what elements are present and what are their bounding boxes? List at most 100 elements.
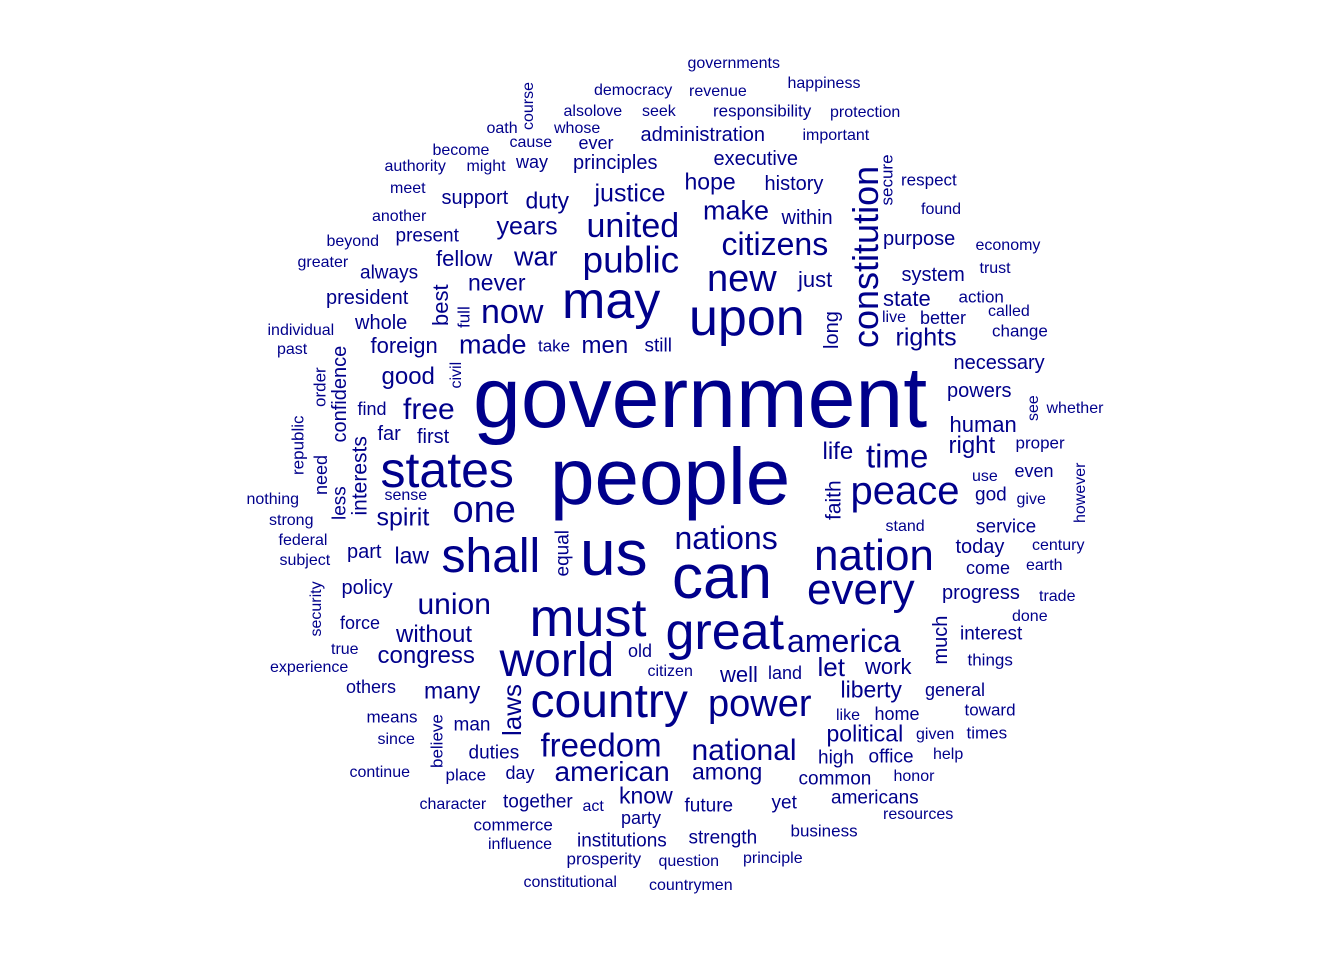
- word-one: one: [452, 489, 516, 531]
- word-spirit: spirit: [376, 503, 430, 532]
- word-meet: meet: [390, 180, 426, 197]
- word-country: country: [530, 675, 688, 728]
- word-given: given: [916, 726, 955, 743]
- word-powers: powers: [947, 380, 1012, 402]
- word-force: force: [340, 613, 381, 633]
- word-land: land: [768, 663, 803, 683]
- word-civil: civil: [448, 361, 465, 389]
- word-nations: nations: [674, 520, 778, 556]
- word-support: support: [441, 187, 509, 209]
- word-good: good: [381, 363, 435, 390]
- word-law: law: [394, 542, 430, 569]
- word-much: much: [930, 615, 952, 665]
- word-men: men: [581, 332, 629, 359]
- word-future: future: [684, 795, 734, 817]
- word-federal: federal: [278, 532, 328, 549]
- word-oath: oath: [486, 120, 518, 137]
- word-another: another: [372, 208, 427, 225]
- word-better: better: [920, 308, 967, 328]
- word-sense: sense: [384, 487, 428, 504]
- word-rights: rights: [895, 323, 957, 352]
- word-make: make: [703, 195, 770, 226]
- word-resources: resources: [883, 806, 954, 823]
- word-nothing: nothing: [246, 491, 300, 508]
- word-live: live: [882, 309, 907, 326]
- word-take: take: [538, 336, 571, 356]
- word-today: today: [955, 536, 1005, 558]
- word-business: business: [790, 821, 858, 841]
- word-however: however: [1072, 462, 1089, 523]
- word-interest: interest: [960, 623, 1023, 645]
- word-whose: whose: [554, 120, 601, 137]
- word-old: old: [628, 641, 653, 661]
- word-trust: trust: [979, 260, 1011, 277]
- word-act: act: [582, 798, 604, 815]
- word-people: people: [550, 432, 791, 521]
- word-toward: toward: [964, 700, 1016, 720]
- word-yet: yet: [771, 792, 797, 814]
- word-countrymen: countrymen: [649, 877, 733, 894]
- word-freedom: freedom: [540, 726, 662, 764]
- word-character: character: [419, 796, 487, 813]
- word-democracy: democracy: [594, 82, 673, 99]
- word-service: service: [976, 516, 1037, 538]
- word-way: way: [516, 152, 549, 172]
- word-without: without: [396, 621, 473, 648]
- word-change: change: [992, 321, 1048, 341]
- word-shall: shall: [441, 530, 541, 583]
- word-purpose: purpose: [883, 228, 956, 250]
- word-policy: policy: [341, 577, 393, 599]
- word-among: among: [692, 758, 763, 785]
- word-political: political: [826, 720, 904, 747]
- word-upon: upon: [689, 289, 805, 347]
- word-respect: respect: [901, 170, 957, 190]
- word-human: human: [949, 412, 1017, 437]
- word-happiness: happiness: [787, 75, 861, 92]
- word-office: office: [868, 746, 914, 768]
- word-prosperity: prosperity: [566, 849, 642, 869]
- word-influence: influence: [488, 836, 553, 853]
- word-work: work: [865, 654, 912, 679]
- word-system: system: [901, 264, 965, 286]
- word-general: general: [925, 680, 986, 700]
- word-let: let: [817, 652, 845, 682]
- word-use: use: [972, 468, 998, 485]
- word-principles: principles: [573, 152, 658, 174]
- word-common: common: [798, 768, 872, 790]
- word-equal: equal: [552, 530, 574, 577]
- word-hope: hope: [684, 168, 736, 195]
- word-may: may: [562, 272, 661, 330]
- word-whole: whole: [355, 312, 408, 334]
- word-trade: trade: [1039, 588, 1076, 605]
- word-alsolove: alsolove: [563, 103, 623, 120]
- word-things: things: [967, 650, 1013, 670]
- word-institutions: institutions: [577, 830, 667, 852]
- word-place: place: [445, 765, 487, 785]
- word-fellow: fellow: [436, 246, 493, 271]
- word-means: means: [366, 707, 418, 727]
- word-century: century: [1032, 537, 1085, 554]
- word-proper: proper: [1015, 433, 1065, 453]
- word-important: important: [802, 127, 870, 144]
- word-america: america: [787, 623, 901, 659]
- word-president: president: [326, 287, 409, 309]
- word-individual: individual: [267, 322, 335, 339]
- word-god: god: [975, 484, 1007, 506]
- word-duty: duty: [525, 187, 569, 214]
- word-can: can: [672, 543, 772, 612]
- word-duties: duties: [468, 742, 520, 764]
- word-beyond: beyond: [326, 233, 380, 250]
- word-secure: secure: [877, 154, 897, 206]
- word-public: public: [582, 239, 680, 281]
- word-even: even: [1014, 461, 1054, 481]
- word-cause: cause: [509, 134, 553, 151]
- word-citizens: citizens: [721, 226, 829, 262]
- word-necessary: necessary: [953, 352, 1045, 374]
- word-always: always: [360, 262, 419, 284]
- word-american: american: [554, 756, 670, 787]
- word-history: history: [764, 173, 824, 195]
- word-americans: americans: [831, 787, 919, 809]
- word-national: national: [691, 734, 797, 767]
- word-less: less: [329, 486, 351, 520]
- word-states: states: [380, 442, 514, 498]
